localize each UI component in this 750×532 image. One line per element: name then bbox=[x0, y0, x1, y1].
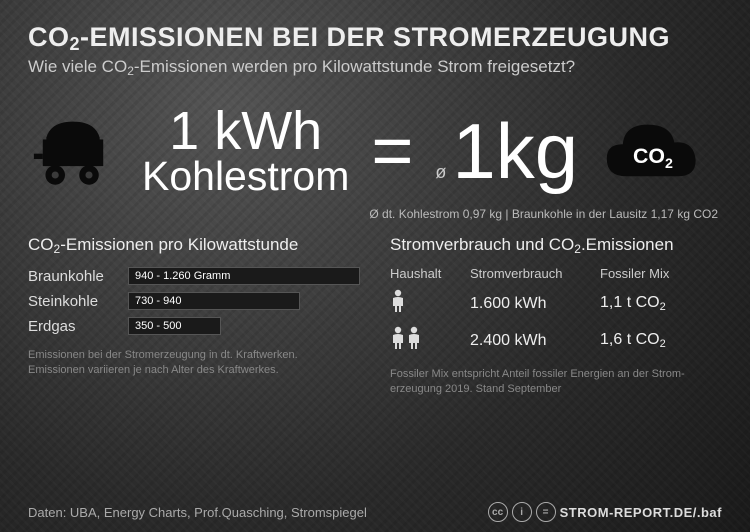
emissions-chart: CO2-Emissionen pro Kilowattstunde Braunk… bbox=[28, 235, 360, 398]
bar-value: 730 - 940 bbox=[135, 295, 181, 307]
bar-label: Braunkohle bbox=[28, 268, 128, 285]
hero-kwh: 1 kWh bbox=[169, 104, 322, 158]
hero-equation: 1 kWh Kohlestrom = ø 1kg CO2 bbox=[28, 104, 722, 197]
consumption-value: 1.600 kWh bbox=[470, 295, 600, 313]
person-icon bbox=[406, 326, 422, 350]
coal-cart-icon bbox=[28, 111, 118, 191]
by-icon: i bbox=[512, 502, 532, 522]
chart-footnote: Emissionen bei der Stromerzeugung in dt.… bbox=[28, 348, 360, 379]
source-url: STROM-REPORT.DE/.baf bbox=[560, 505, 722, 520]
bar-label: Steinkohle bbox=[28, 293, 128, 310]
co2-cloud-icon: CO2 bbox=[598, 114, 708, 194]
page-title: CO2-EMISSIONEN BEI DER STROMERZEUGUNG bbox=[28, 22, 722, 55]
table-row: 1.600 kWh1,1 t CO2 bbox=[390, 289, 722, 318]
table-header: HaushaltStromverbrauchFossiler Mix bbox=[390, 266, 722, 281]
co2-value: 1,1 t CO2 bbox=[600, 294, 722, 313]
data-sources: Daten: UBA, Energy Charts, Prof.Quaschin… bbox=[28, 505, 367, 520]
hero-kg: 1kg bbox=[452, 112, 578, 190]
equals-sign: = bbox=[371, 110, 413, 192]
bar-value: 940 - 1.260 Gramm bbox=[135, 270, 230, 282]
consumption-table: Stromverbrauch und CO2.Emissionen Hausha… bbox=[390, 235, 722, 398]
bar-label: Erdgas bbox=[28, 318, 128, 335]
diameter-symbol: ø bbox=[435, 162, 446, 183]
person-icon bbox=[390, 289, 406, 313]
page-subtitle: Wie viele CO2-Emissionen werden pro Kilo… bbox=[28, 57, 722, 78]
person-icon bbox=[390, 326, 406, 350]
hero-footnote: Ø dt. Kohlestrom 0,97 kg | Braunkohle in… bbox=[28, 207, 722, 221]
table-footnote: Fossiler Mix entspricht Anteil fossiler … bbox=[390, 367, 722, 398]
license-badges: cc i = STROM-REPORT.DE/.baf bbox=[488, 502, 722, 522]
chart-title: CO2-Emissionen pro Kilowattstunde bbox=[28, 235, 360, 256]
bar-value: 350 - 500 bbox=[135, 320, 181, 332]
bar-row: Steinkohle 730 - 940 bbox=[28, 291, 360, 311]
co2-value: 1,6 t CO2 bbox=[600, 331, 722, 350]
bar-row: Braunkohle 940 - 1.260 Gramm bbox=[28, 266, 360, 286]
cc-icon: cc bbox=[488, 502, 508, 522]
hero-kohlestrom: Kohlestrom bbox=[142, 156, 349, 197]
consumption-value: 2.400 kWh bbox=[470, 332, 600, 350]
table-title: Stromverbrauch und CO2.Emissionen bbox=[390, 235, 722, 256]
table-row: 2.400 kWh1,6 t CO2 bbox=[390, 326, 722, 355]
bar-row: Erdgas 350 - 500 bbox=[28, 316, 360, 336]
nd-icon: = bbox=[536, 502, 556, 522]
